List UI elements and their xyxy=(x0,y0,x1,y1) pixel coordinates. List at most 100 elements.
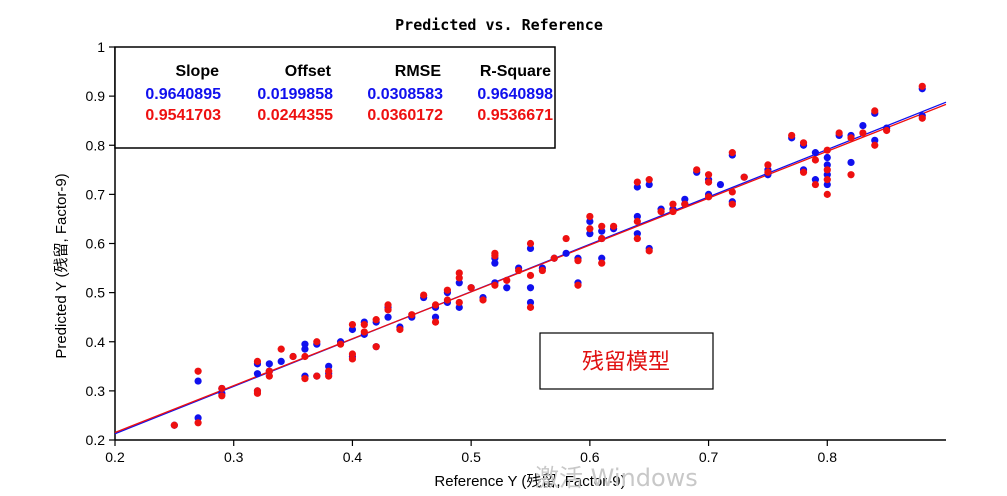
data-point-series-0 xyxy=(811,149,820,157)
data-point-series-1 xyxy=(384,301,392,309)
stats-table-border xyxy=(114,46,556,149)
data-point-series-0 xyxy=(384,313,392,321)
data-point-series-1 xyxy=(871,107,879,115)
data-point-series-1 xyxy=(360,328,368,336)
data-point-series-1 xyxy=(372,316,380,324)
data-point-series-1 xyxy=(847,171,855,179)
stats-value: 0.0360172 xyxy=(367,107,443,124)
x-tick-label: 0.2 xyxy=(105,449,125,465)
data-point-series-1 xyxy=(764,161,772,169)
y-tick-label: 0.2 xyxy=(86,432,106,448)
data-point-series-0 xyxy=(847,158,855,167)
data-point-series-1 xyxy=(443,286,451,294)
x-tick-label: 0.7 xyxy=(699,449,719,465)
annotation-border xyxy=(539,332,714,390)
stats-header-r-square: R-Square xyxy=(480,63,551,80)
data-point-series-1 xyxy=(574,281,582,289)
data-point-series-1 xyxy=(693,166,701,174)
data-point-series-1 xyxy=(669,200,677,208)
data-point-series-1 xyxy=(170,421,178,429)
data-point-series-1 xyxy=(562,234,570,243)
data-point-series-1 xyxy=(847,134,855,142)
data-point-series-1 xyxy=(598,234,606,243)
data-point-series-1 xyxy=(491,281,499,289)
y-tick-label: 0.7 xyxy=(86,186,106,202)
data-point-series-1 xyxy=(610,222,618,230)
data-point-series-1 xyxy=(918,82,926,90)
data-point-series-1 xyxy=(253,387,262,395)
data-point-series-1 xyxy=(443,296,451,304)
data-point-series-1 xyxy=(788,131,796,140)
data-point-series-0 xyxy=(859,122,867,130)
data-point-series-0 xyxy=(277,357,285,365)
data-point-series-0 xyxy=(265,360,273,368)
stats-header-offset: Offset xyxy=(285,63,332,80)
data-point-series-1 xyxy=(728,149,736,157)
data-point-series-1 xyxy=(823,176,831,184)
data-point-series-1 xyxy=(526,239,535,248)
data-point-series-0 xyxy=(253,370,262,378)
data-point-series-1 xyxy=(704,178,713,186)
data-point-series-1 xyxy=(598,259,606,267)
data-point-series-1 xyxy=(503,276,511,284)
data-point-series-1 xyxy=(277,345,285,353)
stats-table: Slope Offset RMSE R-Square 0.9640895 0.019985… xyxy=(114,46,556,149)
y-ticks: 0.2 0.3 0.4 0.5 0.6 0.7 0.8 0.9 1 xyxy=(86,39,115,448)
data-point-series-1 xyxy=(515,266,523,275)
data-point-series-1 xyxy=(455,269,463,277)
data-point-series-1 xyxy=(704,171,713,179)
fit-lines xyxy=(114,101,947,435)
y-tick-label: 0.5 xyxy=(86,285,106,301)
data-point-series-1 xyxy=(301,374,309,383)
data-point-series-1 xyxy=(313,338,321,346)
chart-title: Predicted vs. Reference xyxy=(395,16,603,34)
x-tick-label: 0.3 xyxy=(224,449,244,465)
data-point-series-1 xyxy=(918,114,926,122)
data-point-series-1 xyxy=(538,266,546,275)
data-point-series-1 xyxy=(871,141,879,149)
data-point-series-1 xyxy=(360,320,368,329)
data-point-series-1 xyxy=(859,129,867,137)
data-point-series-1 xyxy=(823,146,831,154)
data-point-series-0 xyxy=(716,180,725,189)
stats-value: 0.0199858 xyxy=(257,86,333,103)
data-point-series-0 xyxy=(503,284,511,292)
data-point-series-1 xyxy=(598,222,606,230)
data-point-series-1 xyxy=(420,291,428,299)
data-point-series-1 xyxy=(586,225,594,233)
data-point-series-1 xyxy=(645,176,653,184)
data-point-series-1 xyxy=(681,200,689,208)
data-point-series-1 xyxy=(704,193,713,201)
annotation-text: 残留模型 xyxy=(582,350,670,375)
y-tick-label: 1 xyxy=(97,39,105,55)
data-point-series-0 xyxy=(526,284,535,292)
data-point-series-1 xyxy=(313,372,321,380)
stats-header-slope: Slope xyxy=(175,63,219,80)
stats-value: 0.9640898 xyxy=(477,86,553,103)
data-point-series-1 xyxy=(194,419,202,427)
stats-header-rmse: RMSE xyxy=(395,63,442,80)
y-tick-label: 0.3 xyxy=(86,383,106,399)
data-point-series-1 xyxy=(883,126,891,135)
x-tick-label: 0.5 xyxy=(461,449,481,465)
stats-value: 0.9640895 xyxy=(145,86,221,103)
data-point-series-1 xyxy=(218,392,226,400)
data-point-series-0 xyxy=(194,377,202,385)
data-point-series-1 xyxy=(348,320,357,329)
data-point-series-1 xyxy=(633,217,641,225)
data-point-series-1 xyxy=(728,188,736,196)
data-point-series-1 xyxy=(348,350,357,358)
x-tick-label: 0.4 xyxy=(343,449,363,465)
data-point-series-0 xyxy=(823,153,831,162)
data-point-series-1 xyxy=(372,343,380,351)
data-point-series-0 xyxy=(301,340,309,348)
x-tick-label: 0.6 xyxy=(580,449,600,465)
data-point-series-1 xyxy=(491,249,499,257)
data-point-series-1 xyxy=(811,156,820,164)
data-point-series-1 xyxy=(526,303,535,311)
stats-value: 0.9541703 xyxy=(145,107,221,124)
y-tick-label: 0.9 xyxy=(86,88,106,104)
data-point-series-1 xyxy=(431,301,440,309)
annotation-box: 残留模型 xyxy=(539,332,714,390)
